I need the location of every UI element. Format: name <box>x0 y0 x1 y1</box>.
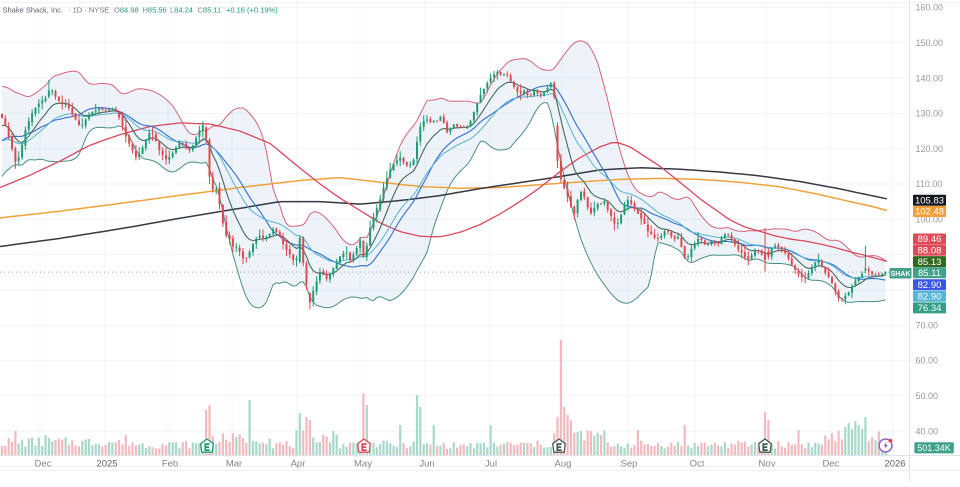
svg-text:82.90: 82.90 <box>918 292 942 303</box>
svg-text:· 1D · NYSE: · 1D · NYSE <box>68 6 109 15</box>
svg-text:Jul: Jul <box>485 459 497 470</box>
svg-text:+0.16 (+0.19%): +0.16 (+0.19%) <box>226 6 278 15</box>
svg-text:150.00: 150.00 <box>916 38 944 48</box>
svg-text:60.00: 60.00 <box>916 356 939 366</box>
svg-text:88.08: 88.08 <box>918 246 942 257</box>
svg-text:2025: 2025 <box>96 459 117 470</box>
svg-text:102.48: 102.48 <box>915 207 944 218</box>
svg-text:89.46: 89.46 <box>918 234 942 245</box>
svg-text:50.00: 50.00 <box>916 391 939 401</box>
svg-text:H85.56: H85.56 <box>143 6 167 15</box>
svg-text:120.00: 120.00 <box>916 144 944 154</box>
svg-text:Dec: Dec <box>35 459 52 470</box>
svg-text:105.83: 105.83 <box>915 195 944 206</box>
svg-text:140.00: 140.00 <box>916 73 944 83</box>
svg-text:160.00: 160.00 <box>916 3 944 13</box>
svg-text:100.00: 100.00 <box>916 215 944 225</box>
svg-text:L84.24: L84.24 <box>170 6 193 15</box>
svg-text:Aug: Aug <box>555 459 572 470</box>
svg-text:130.00: 130.00 <box>916 109 944 119</box>
svg-text:76.34: 76.34 <box>918 303 942 314</box>
svg-text:40.00: 40.00 <box>916 426 939 436</box>
svg-text:Oct: Oct <box>690 459 705 470</box>
svg-text:Nov: Nov <box>759 459 776 470</box>
svg-text:501.34K: 501.34K <box>917 443 951 453</box>
svg-text:70.00: 70.00 <box>916 320 939 330</box>
svg-text:85.13: 85.13 <box>918 257 942 268</box>
svg-text:Shake Shack, Inc.: Shake Shack, Inc. <box>3 6 63 15</box>
svg-text:C85.11: C85.11 <box>198 6 222 15</box>
svg-text:Dec: Dec <box>823 459 840 470</box>
svg-text:Sep: Sep <box>621 459 638 470</box>
svg-text:O84.98: O84.98 <box>114 6 139 15</box>
svg-text:SHAK: SHAK <box>891 271 911 278</box>
svg-text:110.00: 110.00 <box>916 179 943 189</box>
svg-text:Apr: Apr <box>291 459 306 470</box>
svg-text:Jun: Jun <box>419 459 434 470</box>
svg-text:2026: 2026 <box>884 459 905 470</box>
svg-text:Mar: Mar <box>226 459 242 470</box>
svg-text:Feb: Feb <box>162 459 178 470</box>
svg-text:May: May <box>354 459 372 470</box>
svg-text:82.90: 82.90 <box>918 280 942 291</box>
svg-text:85.11: 85.11 <box>918 268 941 279</box>
